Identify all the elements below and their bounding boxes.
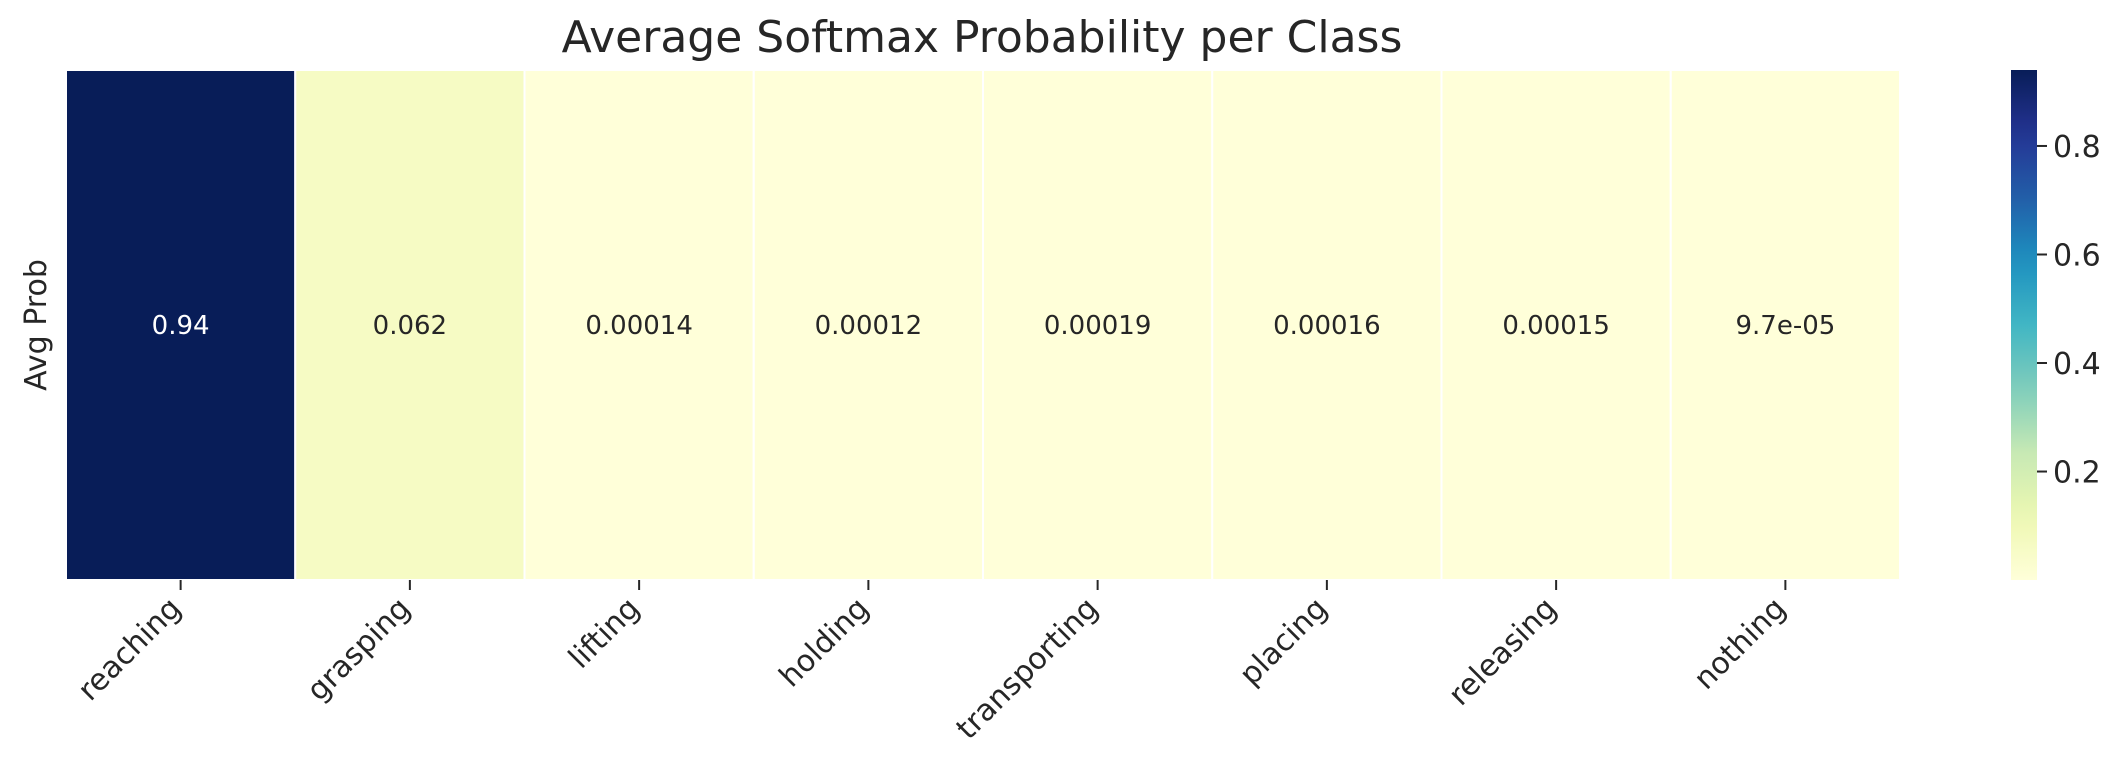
x-tick-label: reaching — [71, 591, 188, 708]
row-label: Avg Prob — [19, 259, 54, 391]
cell-value-label: 0.00014 — [585, 311, 693, 341]
cell-value-label: 0.00016 — [1273, 311, 1381, 341]
colorbar-tick-label: 0.6 — [2053, 238, 2101, 273]
heatmap-cell — [752, 69, 984, 581]
cell-value-label: 0.00012 — [815, 311, 923, 341]
cell-value-label: 0.00019 — [1044, 311, 1152, 341]
cell-value-label: 9.7e-05 — [1735, 311, 1835, 341]
heatmap-cell — [294, 69, 526, 581]
colorbar-tick-label: 0.8 — [2053, 130, 2101, 165]
x-tick-label: releasing — [1442, 591, 1564, 713]
colorbar: 0.2 0.4 0.6 0.8 — [2011, 70, 2101, 580]
x-tick-label: nothing — [1687, 591, 1793, 697]
colorbar-gradient — [2011, 70, 2037, 580]
colorbar-tick-label: 0.4 — [2053, 347, 2101, 382]
heatmap-cell — [523, 69, 755, 581]
cell-value-label: 0.00015 — [1502, 311, 1610, 341]
x-tick-label: transporting — [950, 591, 1106, 747]
x-tick-label: placing — [1233, 591, 1335, 693]
heatmap-cell — [1211, 69, 1443, 581]
cell-value-label: 0.062 — [373, 311, 447, 341]
colorbar-tick-label: 0.2 — [2053, 456, 2101, 491]
heatmap-cells: 0.94 0.062 0.00014 0.00012 0.00019 0.00016 0.0… — [65, 69, 1901, 581]
heatmap-cell — [1440, 69, 1672, 581]
heatmap-cell — [1669, 69, 1901, 581]
x-tick-label: lifting — [562, 591, 647, 676]
chart-title: Average Softmax Probability per Class — [562, 12, 1403, 63]
x-tick-label: holding — [773, 591, 876, 694]
x-tick-label: grasping — [300, 591, 417, 708]
cell-value-label: 0.94 — [152, 311, 210, 341]
row-labels: Avg Prob — [19, 259, 54, 391]
heatmap-cell — [65, 69, 297, 581]
x-axis-ticks: reaching grasping lifting holding transporti… — [71, 580, 1793, 746]
heatmap-cell — [982, 69, 1214, 581]
